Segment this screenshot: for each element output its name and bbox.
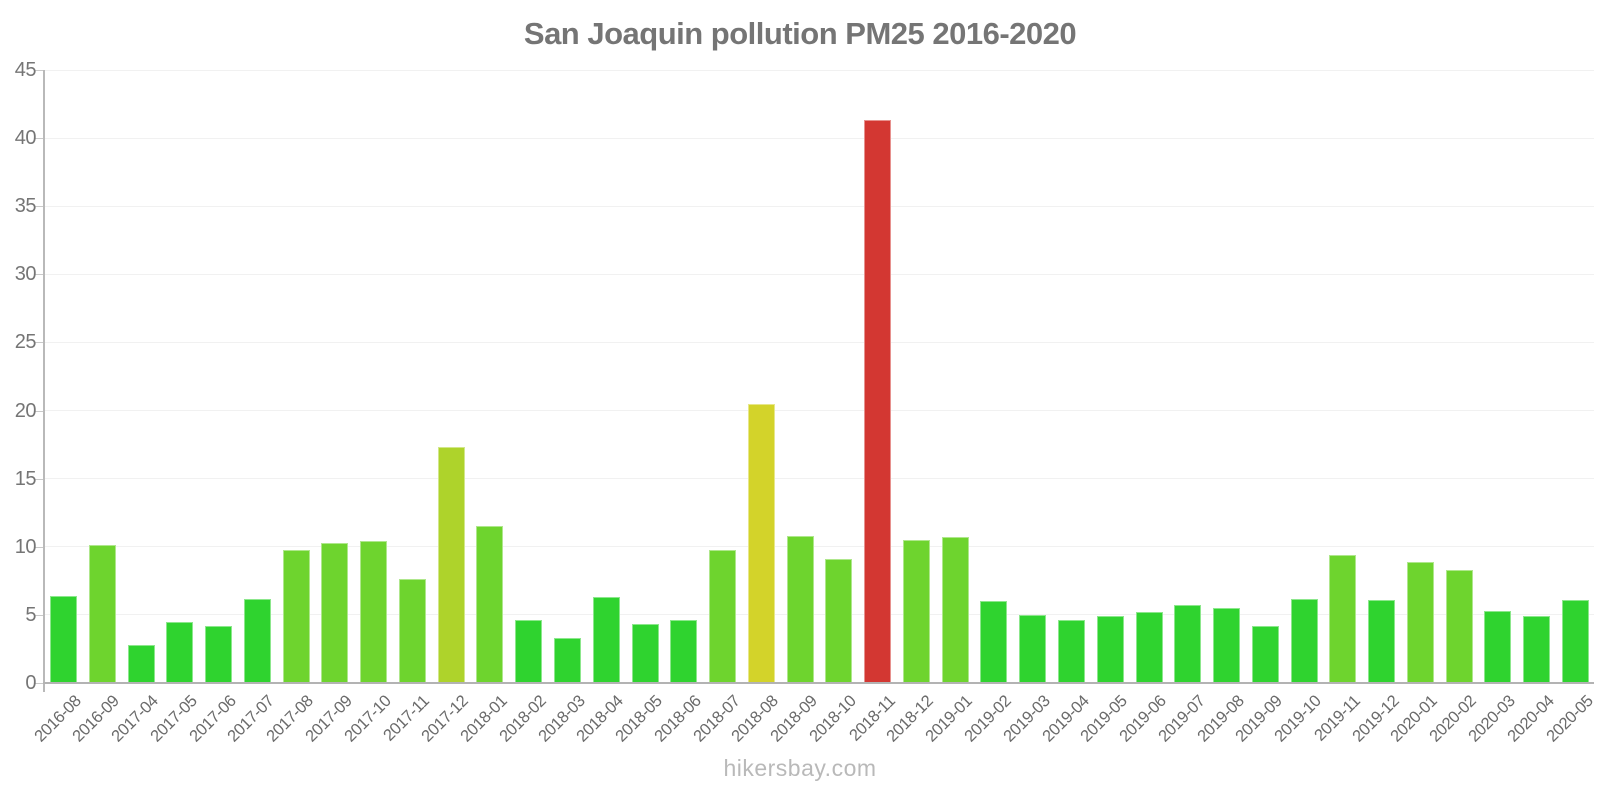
bar-2019-02[interactable] [980, 601, 1007, 683]
y-tick-label: 35 [14, 195, 37, 218]
bar-2019-12[interactable] [1368, 600, 1395, 683]
bar-2017-11[interactable] [399, 579, 426, 683]
y-tick-mark [35, 614, 43, 616]
gridline [45, 69, 1594, 71]
y-tick-label: 5 [25, 603, 36, 626]
y-tick-mark [35, 546, 43, 548]
y-tick-label: 15 [14, 467, 37, 490]
bar-2020-04[interactable] [1523, 616, 1550, 683]
y-axis-line [43, 70, 45, 692]
gridline [45, 478, 1594, 480]
bar-2018-05[interactable] [632, 624, 659, 683]
y-tick-label: 40 [14, 127, 37, 150]
bar-2019-06[interactable] [1136, 612, 1163, 683]
bar-2018-04[interactable] [593, 597, 620, 683]
chart-title: San Joaquin pollution PM25 2016-2020 [523, 16, 1077, 51]
y-tick-label: 45 [14, 59, 37, 81]
bar-2018-10[interactable] [825, 559, 852, 683]
bar-2017-05[interactable] [166, 622, 193, 683]
bar-2019-05[interactable] [1097, 616, 1124, 683]
y-tick-label: 10 [14, 535, 37, 558]
gridline [45, 137, 1594, 139]
bar-2016-09[interactable] [89, 545, 116, 683]
bar-2017-09[interactable] [321, 543, 348, 683]
y-tick-mark [35, 478, 43, 480]
gridline [45, 546, 1594, 548]
gridline [45, 341, 1594, 343]
bar-2020-03[interactable] [1484, 611, 1511, 683]
gridline [45, 614, 1594, 616]
bar-2018-07[interactable] [709, 550, 736, 683]
bar-2019-04[interactable] [1058, 620, 1085, 683]
bar-2017-12[interactable] [438, 447, 465, 683]
bar-2019-10[interactable] [1291, 599, 1318, 683]
bar-2018-02[interactable] [515, 620, 542, 683]
bar-2018-01[interactable] [476, 526, 503, 683]
bar-2017-07[interactable] [244, 599, 271, 683]
bar-2017-08[interactable] [283, 550, 310, 683]
bar-2020-01[interactable] [1407, 562, 1434, 683]
gridline [45, 273, 1594, 275]
y-tick-mark [35, 274, 43, 276]
bar-2016-08[interactable] [50, 596, 77, 683]
bar-2018-03[interactable] [554, 638, 581, 683]
y-tick-label: 20 [14, 399, 37, 422]
bar-2019-11[interactable] [1329, 555, 1356, 683]
y-tick-mark [35, 683, 43, 684]
gridline [45, 410, 1594, 412]
y-tick-mark [35, 410, 43, 412]
gridline [45, 205, 1594, 207]
y-tick-label: 30 [14, 263, 37, 286]
y-tick-mark [35, 138, 43, 140]
bar-2019-03[interactable] [1019, 615, 1046, 683]
bar-2018-08[interactable] [748, 404, 775, 683]
watermark: hikersbay.com [723, 755, 877, 781]
bar-2019-08[interactable] [1213, 608, 1240, 683]
y-tick-label: 0 [25, 672, 36, 694]
y-tick-mark [35, 70, 43, 71]
bar-2020-05[interactable] [1562, 600, 1589, 683]
bar-2019-07[interactable] [1174, 605, 1201, 683]
bar-2017-06[interactable] [205, 626, 232, 683]
bar-2018-11[interactable] [864, 120, 891, 683]
bar-2018-06[interactable] [670, 620, 697, 683]
bar-2020-02[interactable] [1446, 570, 1473, 683]
bar-2019-01[interactable] [942, 537, 969, 683]
bar-2018-12[interactable] [903, 540, 930, 683]
bar-2019-09[interactable] [1252, 626, 1279, 683]
x-axis-line [43, 682, 1594, 684]
y-tick-mark [35, 206, 43, 208]
bar-2017-10[interactable] [360, 541, 387, 683]
y-tick-mark [35, 342, 43, 344]
bar-2018-09[interactable] [787, 536, 814, 683]
bar-2017-04[interactable] [128, 645, 155, 683]
y-tick-label: 25 [14, 331, 37, 354]
